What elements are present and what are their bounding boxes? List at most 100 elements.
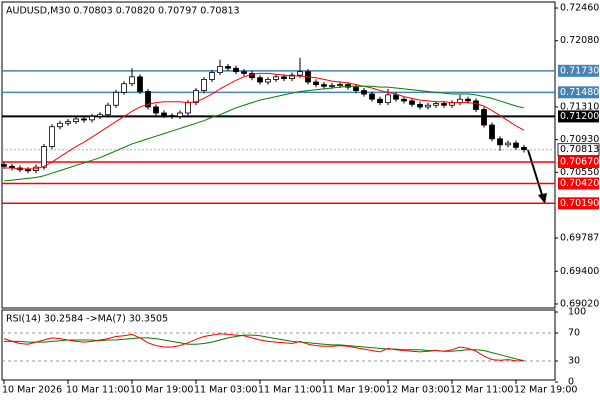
level-label-box [558, 110, 599, 123]
candle-body [209, 72, 215, 80]
candle-body [417, 103, 423, 108]
moving-average [3, 85, 525, 182]
candle-body [433, 103, 439, 106]
level-label: 0.70190 [560, 198, 599, 209]
candle-body [41, 146, 47, 168]
arrow-head [538, 193, 547, 204]
candle-body [137, 76, 143, 92]
candle-body [473, 100, 479, 110]
candle-body [241, 71, 247, 74]
candle-body [49, 126, 55, 147]
candle-body [457, 98, 463, 104]
y-tick-label: 0.72460 [560, 3, 599, 14]
candle-body [217, 66, 223, 73]
candle-body [273, 76, 279, 80]
candle-body [177, 112, 183, 117]
level-label-box [558, 177, 599, 190]
chart-title: AUDUSD,M30 0.70803 0.70820 0.70797 0.708… [6, 6, 240, 17]
candle-body [265, 79, 271, 83]
candle-body [89, 116, 95, 121]
rsi-tick-label: 30 [568, 356, 580, 367]
y-tick-label: 0.69400 [560, 266, 599, 277]
candle-body [281, 76, 287, 79]
candle-body [465, 98, 471, 102]
candle-body [145, 91, 151, 108]
candle-body [513, 142, 519, 148]
candle-body [329, 85, 335, 87]
candle-body [73, 118, 79, 122]
candle-body [353, 86, 359, 92]
candle-body [105, 104, 111, 116]
candle-body [393, 94, 399, 100]
candle-body [57, 122, 63, 128]
candle-body [337, 84, 343, 86]
candle-body [169, 115, 175, 117]
y-tick-label: 0.69787 [560, 232, 599, 243]
candle-body [193, 90, 199, 104]
current-price-box [557, 143, 600, 157]
candle-body [497, 138, 503, 146]
x-tick-label: 12 Mar 03:00 [386, 385, 449, 396]
candle-body [233, 67, 239, 73]
level-label: 0.70670 [560, 157, 599, 168]
y-tick-label: 0.69020 [560, 298, 599, 309]
x-tick-label: 11 Mar 19:00 [322, 385, 385, 396]
candle-body [185, 102, 191, 114]
candle-body [489, 124, 495, 140]
candle-body [441, 103, 447, 106]
x-tick-label: 10 Mar 2026 [2, 385, 62, 396]
level-label-box [558, 86, 599, 99]
y-tick-label: 0.70550 [560, 167, 599, 178]
candle-body [377, 98, 383, 104]
candle-body [425, 104, 431, 108]
level-label: 0.71200 [560, 111, 599, 122]
level-label-box [558, 64, 599, 77]
level-label-box [558, 156, 599, 169]
candle-body [1, 164, 7, 167]
candle-body [201, 79, 207, 92]
candle-body [369, 93, 375, 100]
y-tick-label: 0.71310 [560, 101, 599, 112]
candle-body [361, 90, 367, 95]
x-tick-label: 10 Mar 19:00 [130, 385, 193, 396]
level-label: 0.71480 [560, 87, 599, 98]
x-tick-label: 12 Mar 11:00 [450, 385, 513, 396]
rsi-tick-label: 0 [568, 377, 574, 388]
candle-body [289, 74, 295, 79]
rsi-tick-label: 100 [568, 307, 586, 318]
candle-body [153, 106, 159, 114]
y-tick-label: 0.70930 [560, 134, 599, 145]
candle-body [65, 121, 71, 124]
candle-body [401, 98, 407, 102]
level-label: 0.71730 [560, 65, 599, 76]
rsi-line [3, 333, 525, 362]
y-tick-label: 0.72080 [560, 35, 599, 46]
x-tick-label: 10 Mar 11:00 [66, 385, 129, 396]
candle-body [25, 169, 31, 172]
price-panel [1, 1, 556, 309]
rsi-panel [1, 309, 556, 381]
level-label: 0.70420 [560, 178, 599, 189]
candle-body [481, 109, 487, 126]
level-label-box [558, 197, 599, 210]
candle-body [225, 66, 231, 69]
candle-body [321, 84, 327, 87]
rsi-title: RSI(14) 30.2584 ->MA(7) 30.3505 [6, 314, 168, 325]
candle-body [129, 76, 135, 85]
forecast-arrow [527, 149, 544, 199]
candle-body [313, 81, 319, 85]
candle-body [505, 142, 511, 146]
candle-body [161, 112, 167, 116]
candle-body [257, 77, 263, 83]
x-tick-label: 11 Mar 11:00 [258, 385, 321, 396]
candle-body [97, 114, 103, 117]
candle-body [113, 91, 119, 106]
x-tick-label: 11 Mar 03:00 [194, 385, 257, 396]
current-price-label: 0.70813 [560, 144, 599, 155]
candle-body [297, 71, 303, 76]
x-tick-label: 12 Mar 19:00 [514, 385, 577, 396]
candle-body [385, 94, 391, 104]
moving-average [4, 72, 525, 170]
candle-body [81, 118, 87, 121]
